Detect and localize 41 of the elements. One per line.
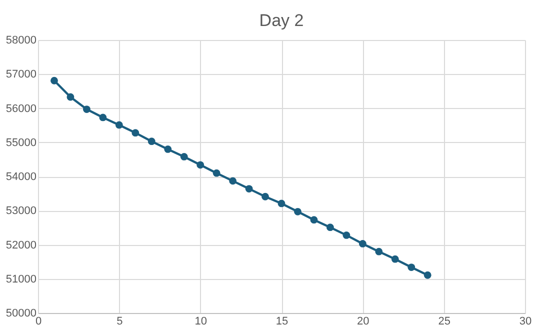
y-tick-label: 53000	[6, 205, 36, 218]
point	[164, 146, 172, 153]
point	[375, 248, 383, 256]
x-tick-label: 5	[116, 316, 123, 328]
point	[245, 185, 253, 192]
y-tick-label: 57000	[6, 68, 36, 81]
y-tick-label: 58000	[6, 34, 36, 46]
point	[342, 231, 350, 239]
chart-title: Day 2	[259, 11, 304, 30]
point	[196, 161, 204, 169]
y-tick-label: 54000	[6, 171, 36, 183]
y-tick-label: 51000	[6, 273, 36, 286]
point	[262, 192, 269, 200]
point	[358, 240, 366, 248]
y-tick-label: 50000	[6, 308, 36, 320]
y-tick-label: 56000	[6, 102, 36, 115]
point	[180, 153, 188, 160]
point	[82, 106, 90, 113]
point	[391, 255, 399, 263]
y-tick-label: 52000	[6, 239, 36, 252]
point	[326, 224, 334, 232]
x-tick-label: 0	[35, 316, 42, 328]
point	[148, 138, 156, 146]
point	[66, 93, 74, 101]
point	[50, 76, 58, 84]
point	[99, 114, 107, 122]
x-tick-label: 30	[519, 316, 532, 328]
x-tick-label: 10	[194, 316, 207, 328]
x-tick-label: 20	[357, 316, 370, 328]
x-tick-label: 15	[276, 316, 288, 328]
point	[408, 264, 416, 271]
point	[310, 216, 318, 224]
point	[229, 177, 237, 185]
point	[294, 208, 302, 216]
point	[115, 121, 123, 129]
point	[424, 271, 432, 279]
point	[278, 200, 286, 208]
x-tick-label: 25	[438, 316, 450, 328]
point	[212, 169, 220, 177]
y-tick-label: 55000	[6, 136, 36, 149]
point	[132, 129, 140, 137]
